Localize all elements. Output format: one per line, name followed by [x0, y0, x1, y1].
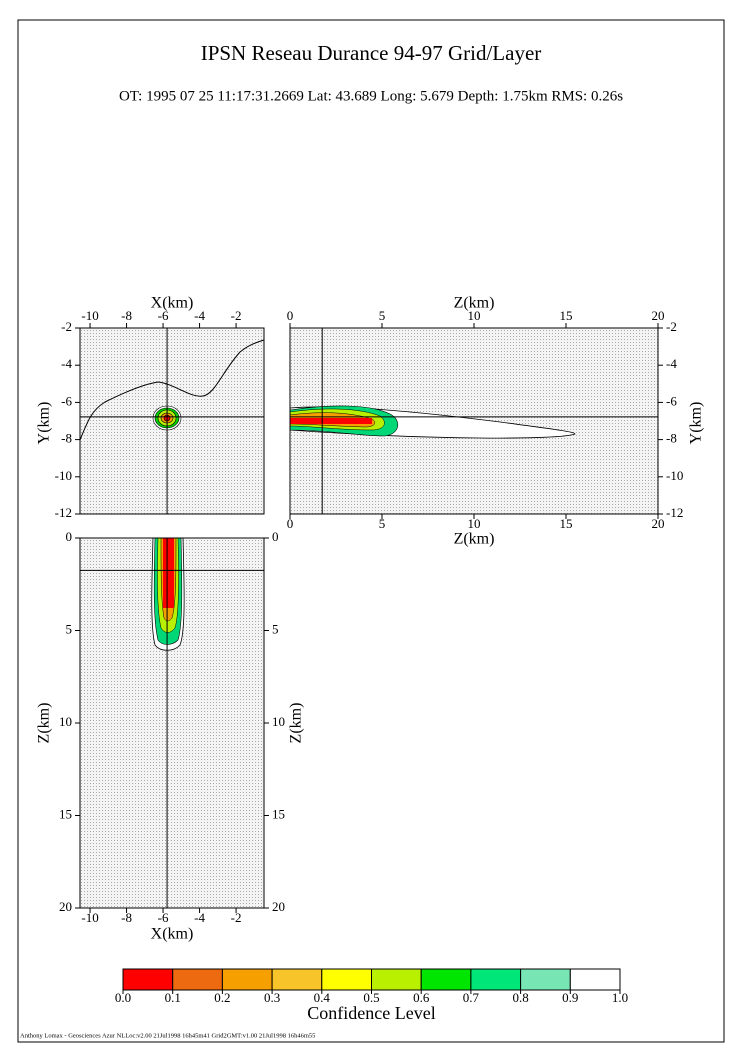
x-tick-label: -4	[194, 910, 205, 925]
y-tick-label: 0	[66, 529, 73, 544]
contour	[290, 418, 372, 424]
x-tick-label: -2	[231, 308, 242, 323]
subtitle: OT: 1995 07 25 11:17:31.2669 Lat: 43.689…	[119, 88, 623, 104]
x-tick-label: 15	[560, 308, 573, 323]
y-tick-label: 0	[272, 529, 279, 544]
x-axis-label: X(km)	[151, 295, 194, 312]
color-swatch	[520, 968, 571, 991]
x-axis-label: Z(km)	[454, 295, 495, 312]
y-tick-label: -6	[61, 393, 72, 408]
x-tick-label: 10	[468, 308, 481, 323]
y-axis-label: Y(km)	[688, 402, 705, 445]
color-swatch	[470, 968, 522, 991]
x-tick-label: 20	[652, 516, 665, 531]
colorbar: 0.0 0.1 0.2 0.3 0.4 0.5 0.6 0.7 0.8 0.9 1.0 Confide…	[115, 968, 628, 1023]
y-tick-label: -2	[666, 319, 677, 334]
y-tick-label: 20	[59, 899, 72, 914]
x-tick-label: -10	[81, 308, 98, 323]
y-tick-label: -8	[61, 431, 72, 446]
x-tick-label: 5	[379, 308, 386, 323]
color-swatch	[221, 968, 273, 991]
color-swatch	[420, 968, 472, 991]
y-tick-label: -4	[666, 356, 677, 371]
panel: -10 -8 -6 -4 -2 0 0 5 5 10 10 15 15 20 20 X(km) Z(km) Z(k…	[36, 529, 305, 943]
y-axis-label: Z(km)	[36, 703, 53, 744]
axes-frame	[79, 327, 265, 515]
y-tick-label: -6	[666, 393, 677, 408]
color-swatch	[172, 968, 223, 991]
x-tick-label: -2	[231, 910, 242, 925]
y-axis-label: Z(km)	[288, 703, 305, 744]
y-tick-label: -12	[666, 505, 683, 520]
color-swatch	[569, 968, 621, 991]
x-tick-label: -6	[158, 308, 169, 323]
y-tick-label: 5	[272, 621, 279, 636]
panel: 0055101015152020-12-10-8-6-4-2Z(km)Z(km)…	[287, 295, 705, 548]
coastline	[79, 339, 265, 441]
y-tick-label: -10	[55, 468, 72, 483]
color-swatch	[122, 968, 174, 991]
x-axis-label: X(km)	[151, 926, 194, 943]
x-tick-label: 20	[652, 308, 665, 323]
y-tick-label: 5	[66, 621, 73, 636]
y-tick-label: 10	[272, 714, 285, 729]
color-swatch	[371, 968, 422, 991]
title: IPSN Reseau Durance 94-97 Grid/Layer	[201, 41, 542, 65]
y-tick-label: -4	[61, 356, 72, 371]
x-tick-label: -10	[81, 910, 98, 925]
x-tick-label: 0.0	[115, 990, 131, 1005]
x-tick-label: 5	[379, 516, 386, 531]
x-tick-label: 0.5	[363, 990, 379, 1005]
x-tick-label: 0	[287, 308, 294, 323]
y-tick-label: 10	[59, 714, 72, 729]
y-tick-label: -12	[55, 505, 72, 520]
x-tick-label: 1.0	[612, 990, 628, 1005]
colorbar-label: Confidence Level	[307, 1003, 435, 1023]
x-tick-label: 0.3	[264, 990, 280, 1005]
color-swatch	[321, 968, 372, 991]
y-tick-label: -2	[61, 319, 72, 334]
x-tick-label: 0.2	[214, 990, 230, 1005]
y-tick-label: -10	[666, 468, 683, 483]
x-tick-label: 15	[560, 516, 573, 531]
x-tick-label: 0.4	[314, 990, 331, 1005]
x-tick-label: 0.6	[413, 990, 430, 1005]
x-tick-label: 10	[468, 516, 481, 531]
x-tick-label: 0.1	[165, 990, 181, 1005]
x-axis-label: Z(km)	[454, 531, 495, 548]
footer: Anthony Lomax - Geosciences Azur NLLoc:v…	[20, 1032, 315, 1039]
y-tick-label: 15	[272, 806, 285, 821]
x-tick-label: 0.7	[463, 990, 480, 1005]
contour	[163, 538, 174, 608]
plots: -10 -8 -6 -4 -2-12-10-8-6-4-2X(km)Y(km)00551…	[36, 295, 705, 1023]
x-tick-label: 0.8	[512, 990, 528, 1005]
x-tick-label: -6	[158, 910, 169, 925]
x-tick-label: -8	[121, 308, 132, 323]
x-tick-label: -4	[194, 308, 205, 323]
x-tick-label: 0	[287, 516, 294, 531]
y-tick-label: 15	[59, 806, 72, 821]
frame	[17, 19, 725, 1043]
x-tick-label: -8	[121, 910, 132, 925]
y-axis-label: Y(km)	[36, 402, 53, 445]
panel: -10 -8 -6 -4 -2 -12 -10 -8 -6 -4 -2 X(km) Y(km)	[36, 295, 265, 520]
x-tick-label: 0.9	[562, 990, 578, 1005]
y-tick-label: 20	[272, 899, 285, 914]
y-tick-label: -8	[666, 431, 677, 446]
color-swatch	[271, 968, 323, 991]
